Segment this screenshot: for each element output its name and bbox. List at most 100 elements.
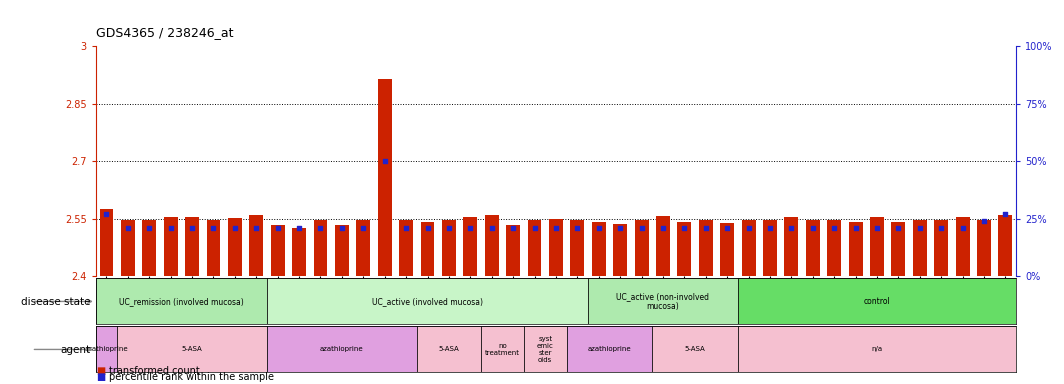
Bar — [523, 326, 567, 372]
Point — [140, 225, 157, 231]
Bar — [549, 219, 563, 276]
Point — [997, 211, 1014, 217]
Point — [119, 225, 136, 231]
Point — [248, 225, 265, 231]
Point — [504, 225, 521, 231]
Point — [354, 225, 371, 231]
Point — [98, 211, 115, 217]
Bar — [417, 326, 481, 372]
Bar — [678, 222, 692, 276]
Point — [569, 225, 586, 231]
Text: UC_remission (involved mucosa): UC_remission (involved mucosa) — [119, 297, 244, 306]
Bar — [720, 223, 734, 276]
Bar — [827, 220, 842, 276]
Bar — [998, 215, 1012, 276]
Point — [547, 225, 564, 231]
Bar — [267, 326, 417, 372]
Text: 5-ASA: 5-ASA — [438, 346, 460, 353]
Text: no
treatment: no treatment — [485, 343, 520, 356]
Bar — [870, 217, 884, 276]
Point — [868, 225, 885, 231]
Point — [654, 225, 671, 231]
Bar — [100, 209, 114, 276]
Bar — [634, 220, 649, 276]
Bar — [442, 220, 455, 276]
Bar — [485, 215, 499, 276]
Bar — [143, 220, 156, 276]
Point — [483, 225, 500, 231]
Bar — [588, 278, 737, 324]
Point — [954, 225, 971, 231]
Point — [612, 225, 629, 231]
Bar — [784, 217, 798, 276]
Text: GDS4365 / 238246_at: GDS4365 / 238246_at — [96, 26, 233, 39]
Text: azathioprine: azathioprine — [587, 346, 631, 353]
Bar — [737, 326, 1016, 372]
Point — [826, 225, 843, 231]
Bar — [228, 218, 242, 276]
Point — [783, 225, 800, 231]
Bar — [293, 228, 306, 276]
Point — [269, 225, 286, 231]
Bar — [96, 278, 267, 324]
Point — [205, 225, 222, 231]
Bar — [356, 220, 370, 276]
Bar — [737, 278, 1016, 324]
Text: agent: agent — [61, 345, 90, 356]
Text: percentile rank within the sample: percentile rank within the sample — [109, 372, 273, 382]
Point — [911, 225, 928, 231]
Text: syst
emic
ster
oids: syst emic ster oids — [537, 336, 553, 363]
Point — [890, 225, 907, 231]
Bar — [934, 220, 948, 276]
Text: transformed count: transformed count — [109, 366, 199, 376]
Bar — [481, 326, 523, 372]
Text: 5-ASA: 5-ASA — [685, 346, 705, 353]
Bar — [335, 225, 349, 276]
Bar — [805, 220, 819, 276]
Bar — [656, 216, 670, 276]
Bar — [742, 220, 755, 276]
Text: n/a: n/a — [871, 346, 882, 353]
Bar — [267, 278, 588, 324]
Text: azathioprine: azathioprine — [85, 346, 129, 353]
Bar — [121, 220, 135, 276]
Bar — [420, 222, 434, 276]
Text: disease state: disease state — [21, 297, 90, 308]
Text: azathioprine: azathioprine — [320, 346, 364, 353]
Point — [184, 225, 201, 231]
Point — [333, 225, 350, 231]
Point — [227, 225, 244, 231]
Bar — [185, 217, 199, 276]
Point — [440, 225, 458, 231]
Point — [591, 225, 608, 231]
Text: control: control — [864, 297, 891, 306]
Point — [462, 225, 479, 231]
Bar — [699, 220, 713, 276]
Point — [804, 225, 821, 231]
Point — [718, 225, 735, 231]
Bar — [117, 326, 267, 372]
Bar — [652, 326, 737, 372]
Point — [312, 225, 329, 231]
Point — [419, 225, 436, 231]
Bar — [378, 79, 392, 276]
Point — [162, 225, 179, 231]
Text: UC_active (involved mucosa): UC_active (involved mucosa) — [372, 297, 483, 306]
Text: ■: ■ — [96, 372, 105, 382]
Text: 5-ASA: 5-ASA — [182, 346, 202, 353]
Bar — [164, 217, 178, 276]
Point — [847, 225, 864, 231]
Bar — [96, 326, 117, 372]
Bar — [270, 225, 285, 276]
Bar — [613, 224, 627, 276]
Bar — [249, 215, 263, 276]
Text: ■: ■ — [96, 366, 105, 376]
Point — [398, 225, 415, 231]
Bar — [977, 220, 991, 276]
Bar — [567, 326, 652, 372]
Bar — [528, 220, 542, 276]
Bar — [399, 220, 413, 276]
Point — [290, 225, 307, 231]
Text: UC_active (non-involved
mucosa): UC_active (non-involved mucosa) — [616, 292, 710, 311]
Bar — [913, 220, 927, 276]
